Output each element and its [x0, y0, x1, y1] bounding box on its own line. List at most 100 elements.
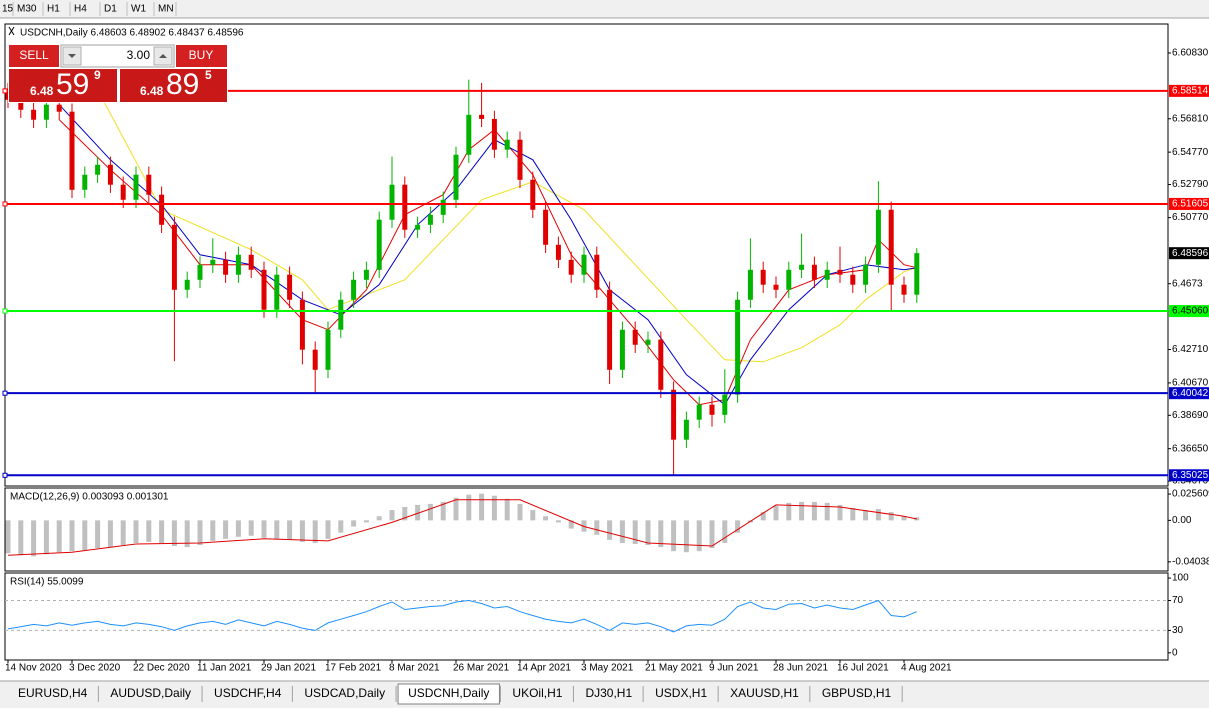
candle-body — [875, 209, 881, 265]
candle-body — [376, 219, 382, 270]
macd-bar — [18, 520, 24, 556]
candle-body — [248, 254, 254, 270]
tab[interactable] — [645, 684, 718, 704]
sell-price-pips: 59 — [56, 68, 89, 101]
tab[interactable] — [397, 683, 500, 705]
tab-label[interactable]: DJ30,H1 — [585, 686, 632, 700]
tab-label[interactable]: AUDUSD,Daily — [110, 686, 191, 700]
macd-bar — [786, 502, 792, 521]
macd-bar — [837, 504, 843, 521]
macd-bar — [146, 520, 152, 542]
level-label-bg — [1169, 197, 1209, 210]
x-tick-label: 3 May 2021 — [581, 663, 634, 674]
timeframe-button[interactable]: 15 — [2, 4, 14, 15]
tab-label[interactable]: XAUUSD,H1 — [730, 686, 799, 700]
candle-body — [427, 214, 433, 225]
level-marker — [2, 201, 8, 207]
tab[interactable] — [100, 684, 202, 704]
candle-body — [146, 174, 152, 195]
timeframe-button[interactable]: H1 — [47, 4, 60, 15]
tab[interactable] — [8, 684, 98, 704]
macd-bar — [351, 520, 357, 527]
timeframe-button[interactable]: M30 — [17, 4, 37, 15]
timeframe-button[interactable]: MN — [158, 4, 174, 15]
tab[interactable] — [720, 684, 809, 704]
sell-price-box[interactable] — [9, 69, 117, 102]
candle-body — [415, 224, 421, 230]
tab[interactable] — [502, 684, 573, 704]
tab-label[interactable]: EURUSD,H4 — [18, 686, 88, 700]
tab-label[interactable]: USDX,H1 — [655, 686, 707, 700]
buy-price-frac: 5 — [205, 68, 212, 82]
level-label-bg — [1169, 84, 1209, 97]
macd-bar — [594, 520, 600, 535]
candle-body — [261, 269, 267, 310]
macd-bar — [31, 520, 37, 557]
candle-body — [645, 339, 651, 345]
macd-bar — [671, 520, 677, 552]
lot-value[interactable]: 3.00 — [127, 48, 151, 62]
tab[interactable] — [294, 684, 396, 704]
tab-label[interactable]: UKOil,H1 — [512, 686, 562, 700]
x-tick-label: 26 Mar 2021 — [453, 663, 510, 674]
macd-bar — [171, 520, 177, 547]
tab-label[interactable]: USDCHF,H4 — [214, 686, 282, 700]
x-tick-label: 11 Jan 2021 — [197, 663, 252, 674]
panel-title: USDCNH,Daily 6.48603 6.48902 6.48437 6.4… — [20, 28, 244, 39]
macd-bar — [82, 520, 88, 551]
candle-body — [632, 329, 638, 345]
candle-body — [31, 109, 37, 120]
macd-bar — [799, 501, 805, 521]
macd-bar — [568, 520, 574, 529]
candle-body — [338, 299, 344, 330]
tab-label[interactable]: USDCNH,Daily — [408, 686, 489, 700]
macd-bar — [415, 504, 421, 521]
timeframe-button[interactable]: D1 — [104, 4, 117, 15]
level-label: 6.58514 — [1172, 86, 1209, 97]
indicator-line — [58, 119, 917, 406]
buy-button[interactable] — [176, 45, 227, 67]
sell-label[interactable]: SELL — [19, 48, 49, 62]
candle-body — [568, 259, 574, 275]
candle-body — [773, 284, 779, 290]
y-tick-label: 6.54770 — [1172, 147, 1209, 158]
candle-body — [453, 154, 459, 200]
macd-bar — [760, 512, 766, 521]
y-tick-label: 6.60830 — [1172, 48, 1209, 59]
y-tick-label: 6.38690 — [1172, 410, 1209, 421]
sell-button[interactable] — [9, 45, 59, 67]
candle-body — [440, 199, 446, 215]
tab[interactable] — [811, 684, 902, 704]
candle-body — [735, 299, 741, 395]
candle-body — [82, 174, 88, 190]
tab[interactable] — [204, 684, 292, 704]
candle-body — [811, 264, 817, 280]
tab[interactable] — [575, 684, 643, 704]
y-tick-label: 6.56810 — [1172, 113, 1209, 124]
macd-bar — [658, 520, 664, 548]
macd-bar — [56, 520, 62, 553]
buy-label[interactable]: BUY — [189, 48, 214, 62]
macd-bar — [159, 520, 165, 543]
macd-bar — [683, 520, 689, 553]
level-label: 6.40042 — [1172, 388, 1209, 399]
tab-label[interactable]: GBPUSD,H1 — [822, 686, 892, 700]
y-tick-label: 0.025609 — [1172, 489, 1209, 500]
candle-body — [43, 104, 49, 120]
timeframe-button[interactable]: W1 — [131, 4, 146, 15]
buy-price-box[interactable] — [120, 69, 227, 102]
candle-body — [312, 349, 318, 370]
buy-price-pips: 89 — [166, 68, 199, 101]
indicator-line — [58, 104, 917, 406]
x-tick-label: 3 Dec 2020 — [69, 663, 121, 674]
macd-bar — [95, 520, 101, 549]
timeframe-button[interactable]: H4 — [74, 4, 87, 15]
tab-label[interactable]: USDCAD,Daily — [304, 686, 385, 700]
macd-bar — [107, 520, 113, 548]
macd-bar — [543, 516, 549, 521]
macd-bar — [491, 495, 497, 521]
macd-bar — [120, 520, 126, 546]
macd-bar — [325, 520, 331, 539]
lot-input[interactable] — [60, 44, 175, 68]
